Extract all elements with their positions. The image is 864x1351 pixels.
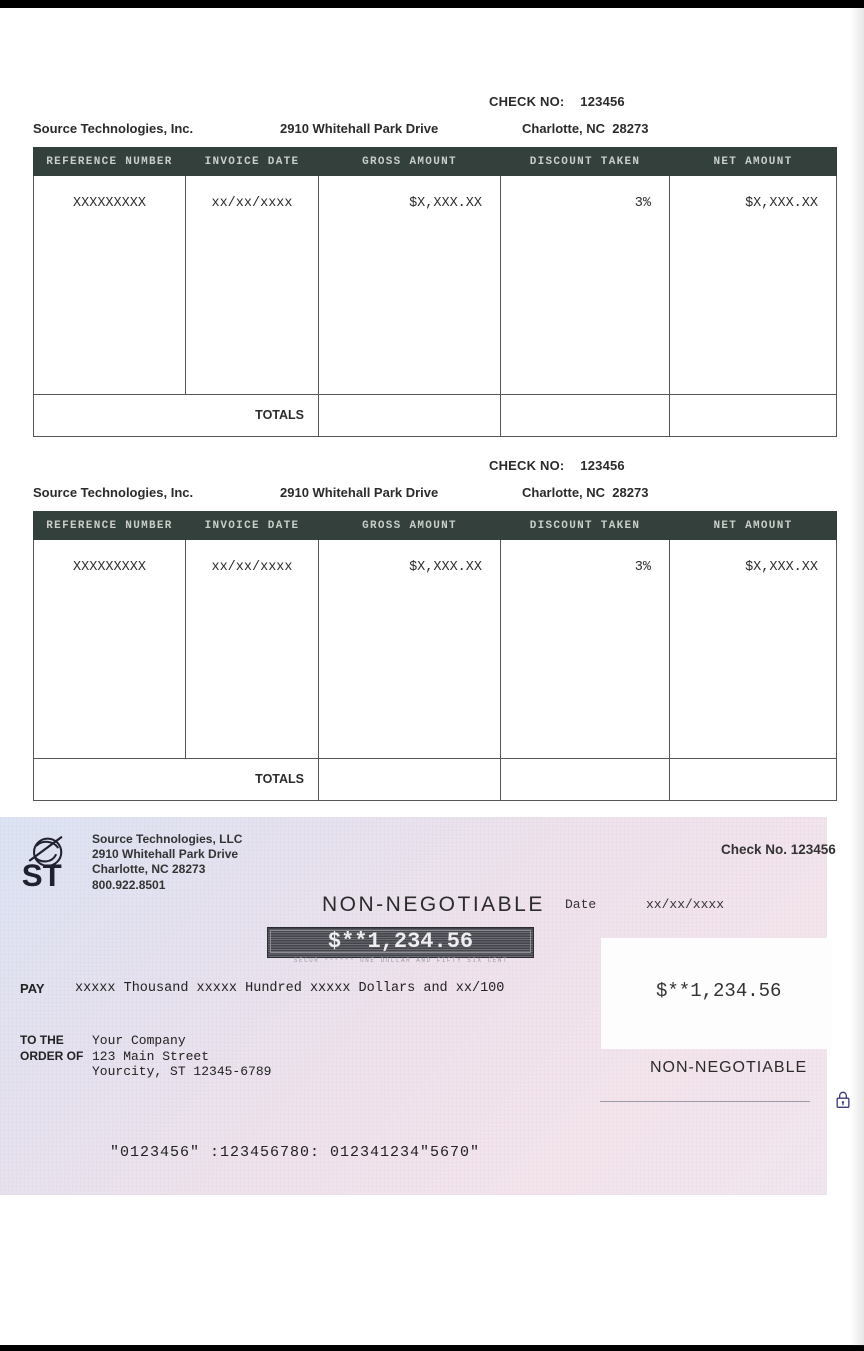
svg-text:ST: ST	[22, 858, 62, 893]
